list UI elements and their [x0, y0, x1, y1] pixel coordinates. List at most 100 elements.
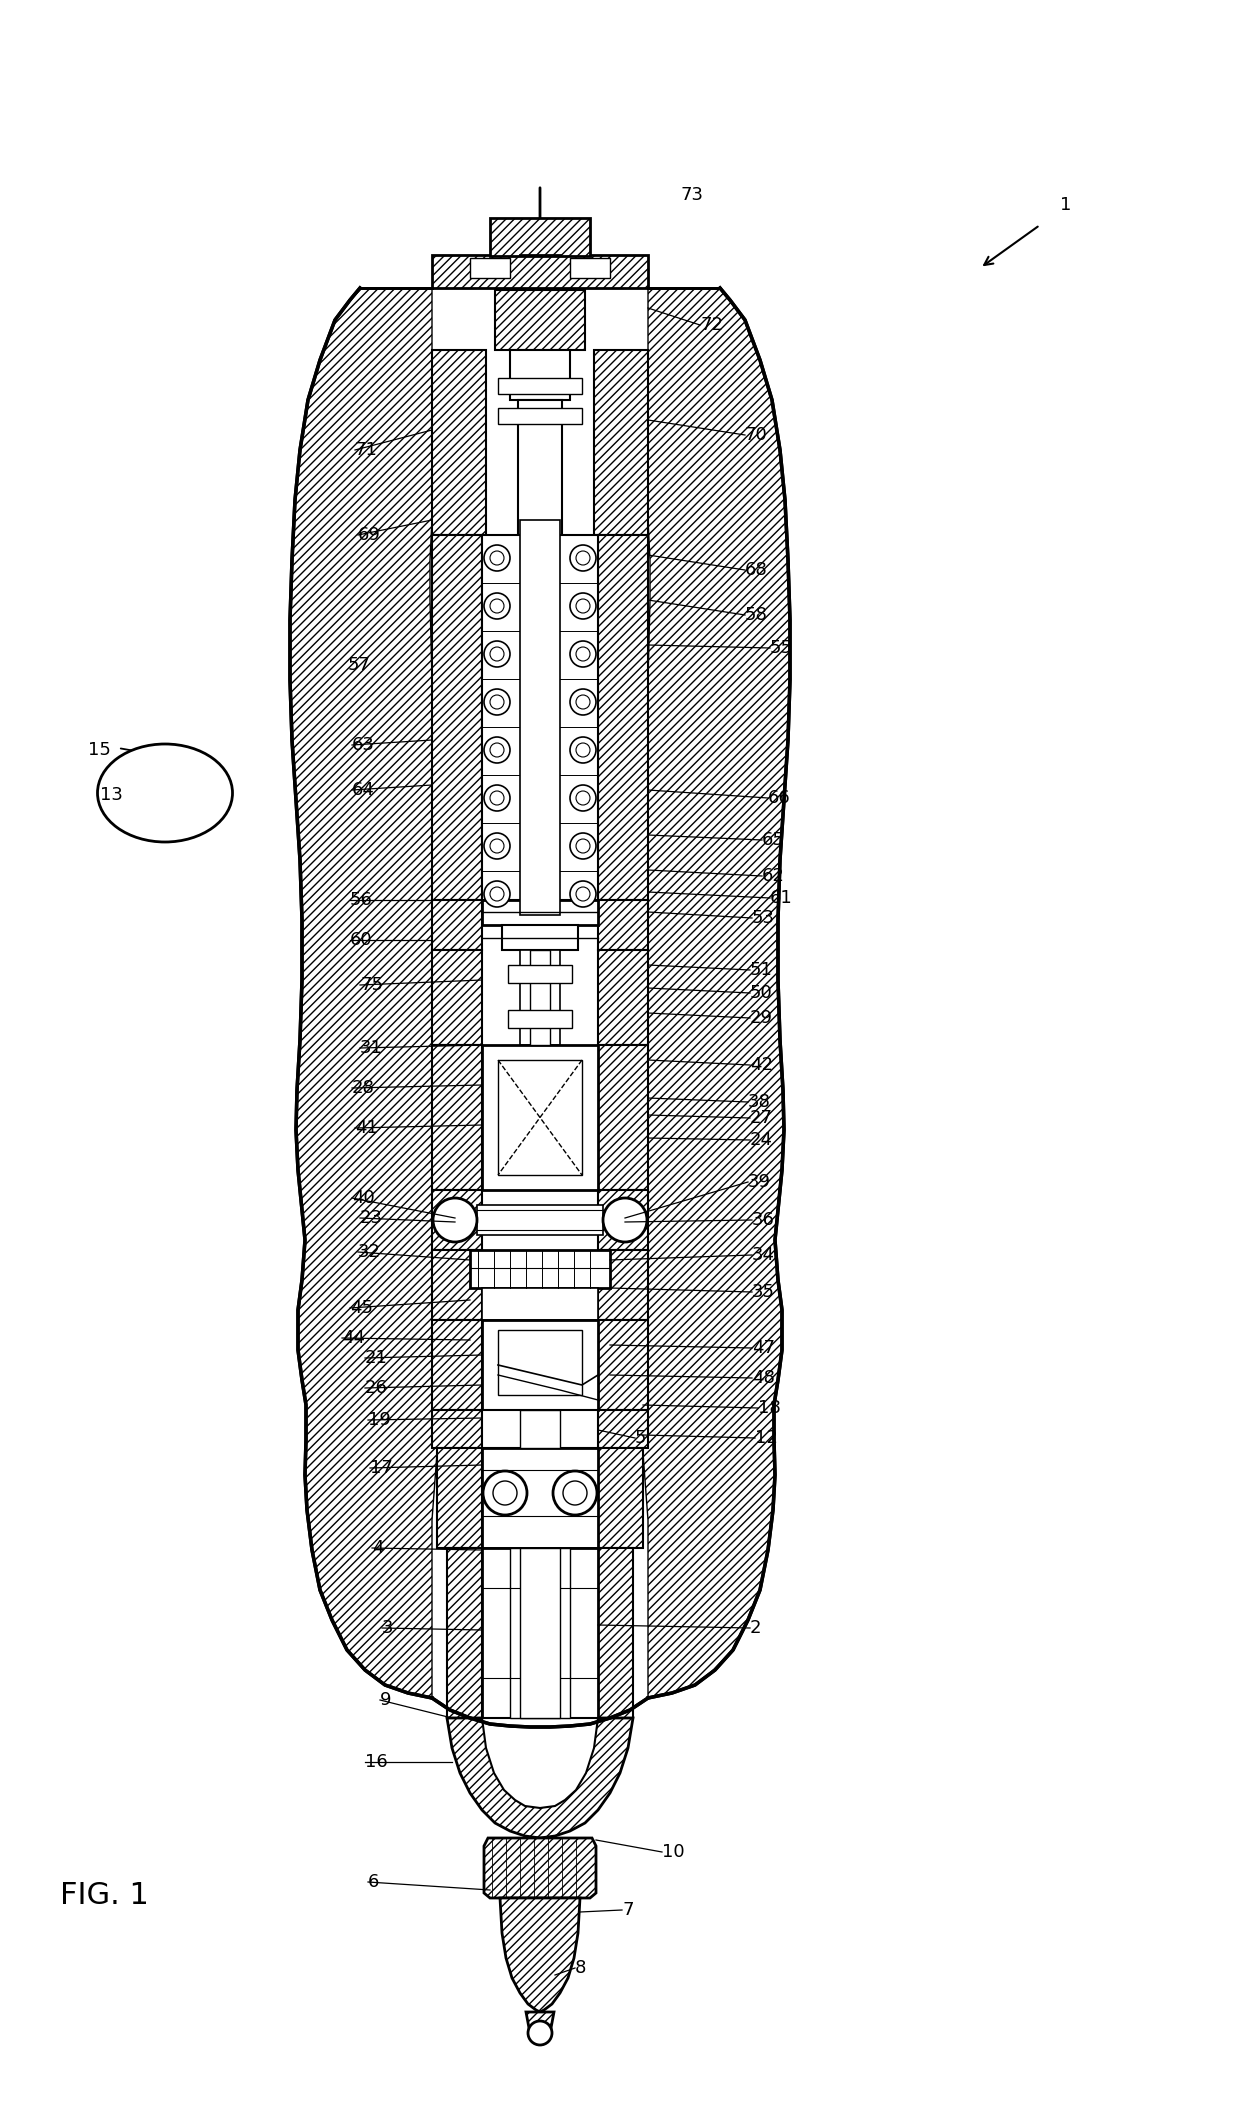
Bar: [598, 535, 649, 900]
Bar: [432, 535, 482, 900]
Text: 39: 39: [748, 1174, 771, 1191]
Circle shape: [484, 641, 510, 667]
Text: 32: 32: [358, 1242, 381, 1261]
Circle shape: [490, 887, 503, 900]
Text: 8: 8: [575, 1960, 587, 1977]
Circle shape: [490, 599, 503, 614]
Bar: [508, 966, 572, 983]
Bar: [498, 408, 582, 425]
Text: 62: 62: [763, 866, 785, 885]
Text: 45: 45: [350, 1299, 373, 1316]
Text: 24: 24: [750, 1132, 773, 1149]
Text: 18: 18: [758, 1399, 781, 1416]
Bar: [520, 1410, 560, 1448]
Text: 2: 2: [750, 1620, 761, 1637]
Text: 1: 1: [1060, 195, 1071, 214]
Text: 5: 5: [635, 1429, 646, 1448]
Bar: [520, 520, 560, 915]
Polygon shape: [640, 289, 790, 1698]
Bar: [498, 1059, 582, 1174]
Circle shape: [577, 743, 590, 758]
Polygon shape: [446, 1718, 632, 1839]
Text: 10: 10: [662, 1843, 684, 1862]
Text: 38: 38: [748, 1093, 771, 1110]
Polygon shape: [482, 1718, 598, 1809]
Text: 63: 63: [352, 737, 374, 754]
Bar: [482, 1045, 598, 1191]
Circle shape: [570, 786, 596, 811]
Ellipse shape: [98, 743, 233, 843]
Bar: [432, 1321, 482, 1410]
Text: 27: 27: [750, 1108, 773, 1127]
Text: 6: 6: [368, 1872, 379, 1892]
Circle shape: [484, 690, 510, 715]
Text: 57: 57: [348, 656, 371, 673]
Polygon shape: [484, 1839, 596, 1898]
Bar: [446, 1548, 482, 1718]
Bar: [598, 1321, 649, 1410]
Text: 60: 60: [350, 932, 373, 949]
Bar: [470, 1250, 610, 1289]
Text: 34: 34: [751, 1246, 775, 1263]
Circle shape: [484, 881, 510, 907]
Text: 36: 36: [751, 1210, 775, 1229]
Bar: [520, 1548, 560, 1718]
Bar: [598, 949, 649, 1045]
Bar: [598, 1250, 649, 1321]
Bar: [482, 1448, 598, 1548]
Text: 15: 15: [88, 741, 110, 760]
Text: 44: 44: [342, 1329, 365, 1346]
Text: 29: 29: [750, 1008, 773, 1028]
Circle shape: [484, 546, 510, 571]
Circle shape: [577, 792, 590, 805]
Circle shape: [577, 552, 590, 565]
Text: 42: 42: [750, 1055, 773, 1074]
Bar: [432, 350, 486, 535]
Text: 9: 9: [379, 1692, 392, 1709]
Circle shape: [490, 839, 503, 853]
Text: 7: 7: [622, 1900, 634, 1919]
Text: 28: 28: [352, 1078, 374, 1098]
Text: 51: 51: [750, 962, 773, 979]
Text: 61: 61: [770, 890, 792, 907]
Bar: [470, 259, 510, 278]
Text: 50: 50: [750, 983, 773, 1002]
Circle shape: [570, 592, 596, 620]
Bar: [482, 1289, 598, 1321]
Text: 40: 40: [352, 1189, 374, 1208]
Bar: [432, 1410, 482, 1448]
Bar: [598, 1448, 644, 1548]
Text: 47: 47: [751, 1340, 775, 1357]
Bar: [432, 1250, 482, 1321]
Bar: [520, 949, 560, 1045]
Text: 66: 66: [768, 790, 791, 807]
Text: 12: 12: [755, 1429, 777, 1448]
Text: 48: 48: [751, 1369, 775, 1386]
Text: 35: 35: [751, 1282, 775, 1301]
Text: 53: 53: [751, 909, 775, 928]
Bar: [477, 1206, 603, 1236]
Circle shape: [490, 694, 503, 709]
Text: 23: 23: [360, 1208, 383, 1227]
Bar: [432, 949, 482, 1045]
Circle shape: [553, 1471, 596, 1516]
Polygon shape: [290, 289, 440, 1698]
Bar: [482, 535, 598, 900]
Bar: [594, 350, 649, 535]
Bar: [495, 291, 585, 350]
Circle shape: [484, 592, 510, 620]
Text: 70: 70: [745, 427, 768, 444]
Bar: [432, 900, 482, 949]
Bar: [498, 378, 582, 395]
Circle shape: [577, 887, 590, 900]
Text: 64: 64: [352, 781, 374, 798]
Circle shape: [577, 839, 590, 853]
Text: 26: 26: [365, 1380, 388, 1397]
Text: 16: 16: [365, 1754, 388, 1771]
Circle shape: [603, 1197, 647, 1242]
Circle shape: [577, 694, 590, 709]
Text: 72: 72: [701, 316, 723, 333]
Bar: [490, 219, 590, 257]
Text: 73: 73: [680, 187, 703, 204]
Circle shape: [570, 641, 596, 667]
